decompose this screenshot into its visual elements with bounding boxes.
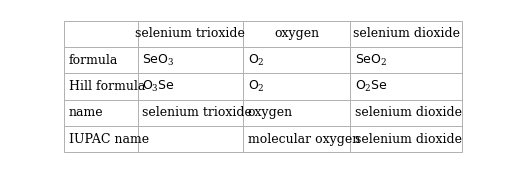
Text: name: name (69, 106, 104, 119)
Text: selenium dioxide: selenium dioxide (355, 106, 462, 119)
Text: $\mathregular{SeO}_{3}$: $\mathregular{SeO}_{3}$ (143, 52, 175, 68)
Text: selenium dioxide: selenium dioxide (355, 133, 462, 146)
Text: $\mathregular{O}_{2}$: $\mathregular{O}_{2}$ (248, 52, 265, 68)
Text: IUPAC name: IUPAC name (69, 133, 149, 146)
Text: $\mathregular{O}_{3}\mathregular{Se}$: $\mathregular{O}_{3}\mathregular{Se}$ (143, 79, 175, 94)
Text: formula: formula (69, 54, 119, 67)
Text: selenium trioxide: selenium trioxide (143, 106, 252, 119)
Text: selenium dioxide: selenium dioxide (352, 27, 460, 40)
Text: Hill formula: Hill formula (69, 80, 145, 93)
Text: $\mathregular{SeO}_{2}$: $\mathregular{SeO}_{2}$ (355, 52, 387, 68)
Text: $\mathregular{O}_{2}\mathregular{Se}$: $\mathregular{O}_{2}\mathregular{Se}$ (355, 79, 388, 94)
Text: selenium trioxide: selenium trioxide (135, 27, 245, 40)
Text: $\mathregular{O}_{2}$: $\mathregular{O}_{2}$ (248, 79, 265, 94)
Text: oxygen: oxygen (274, 27, 319, 40)
Text: oxygen: oxygen (248, 106, 293, 119)
Text: molecular oxygen: molecular oxygen (248, 133, 360, 146)
